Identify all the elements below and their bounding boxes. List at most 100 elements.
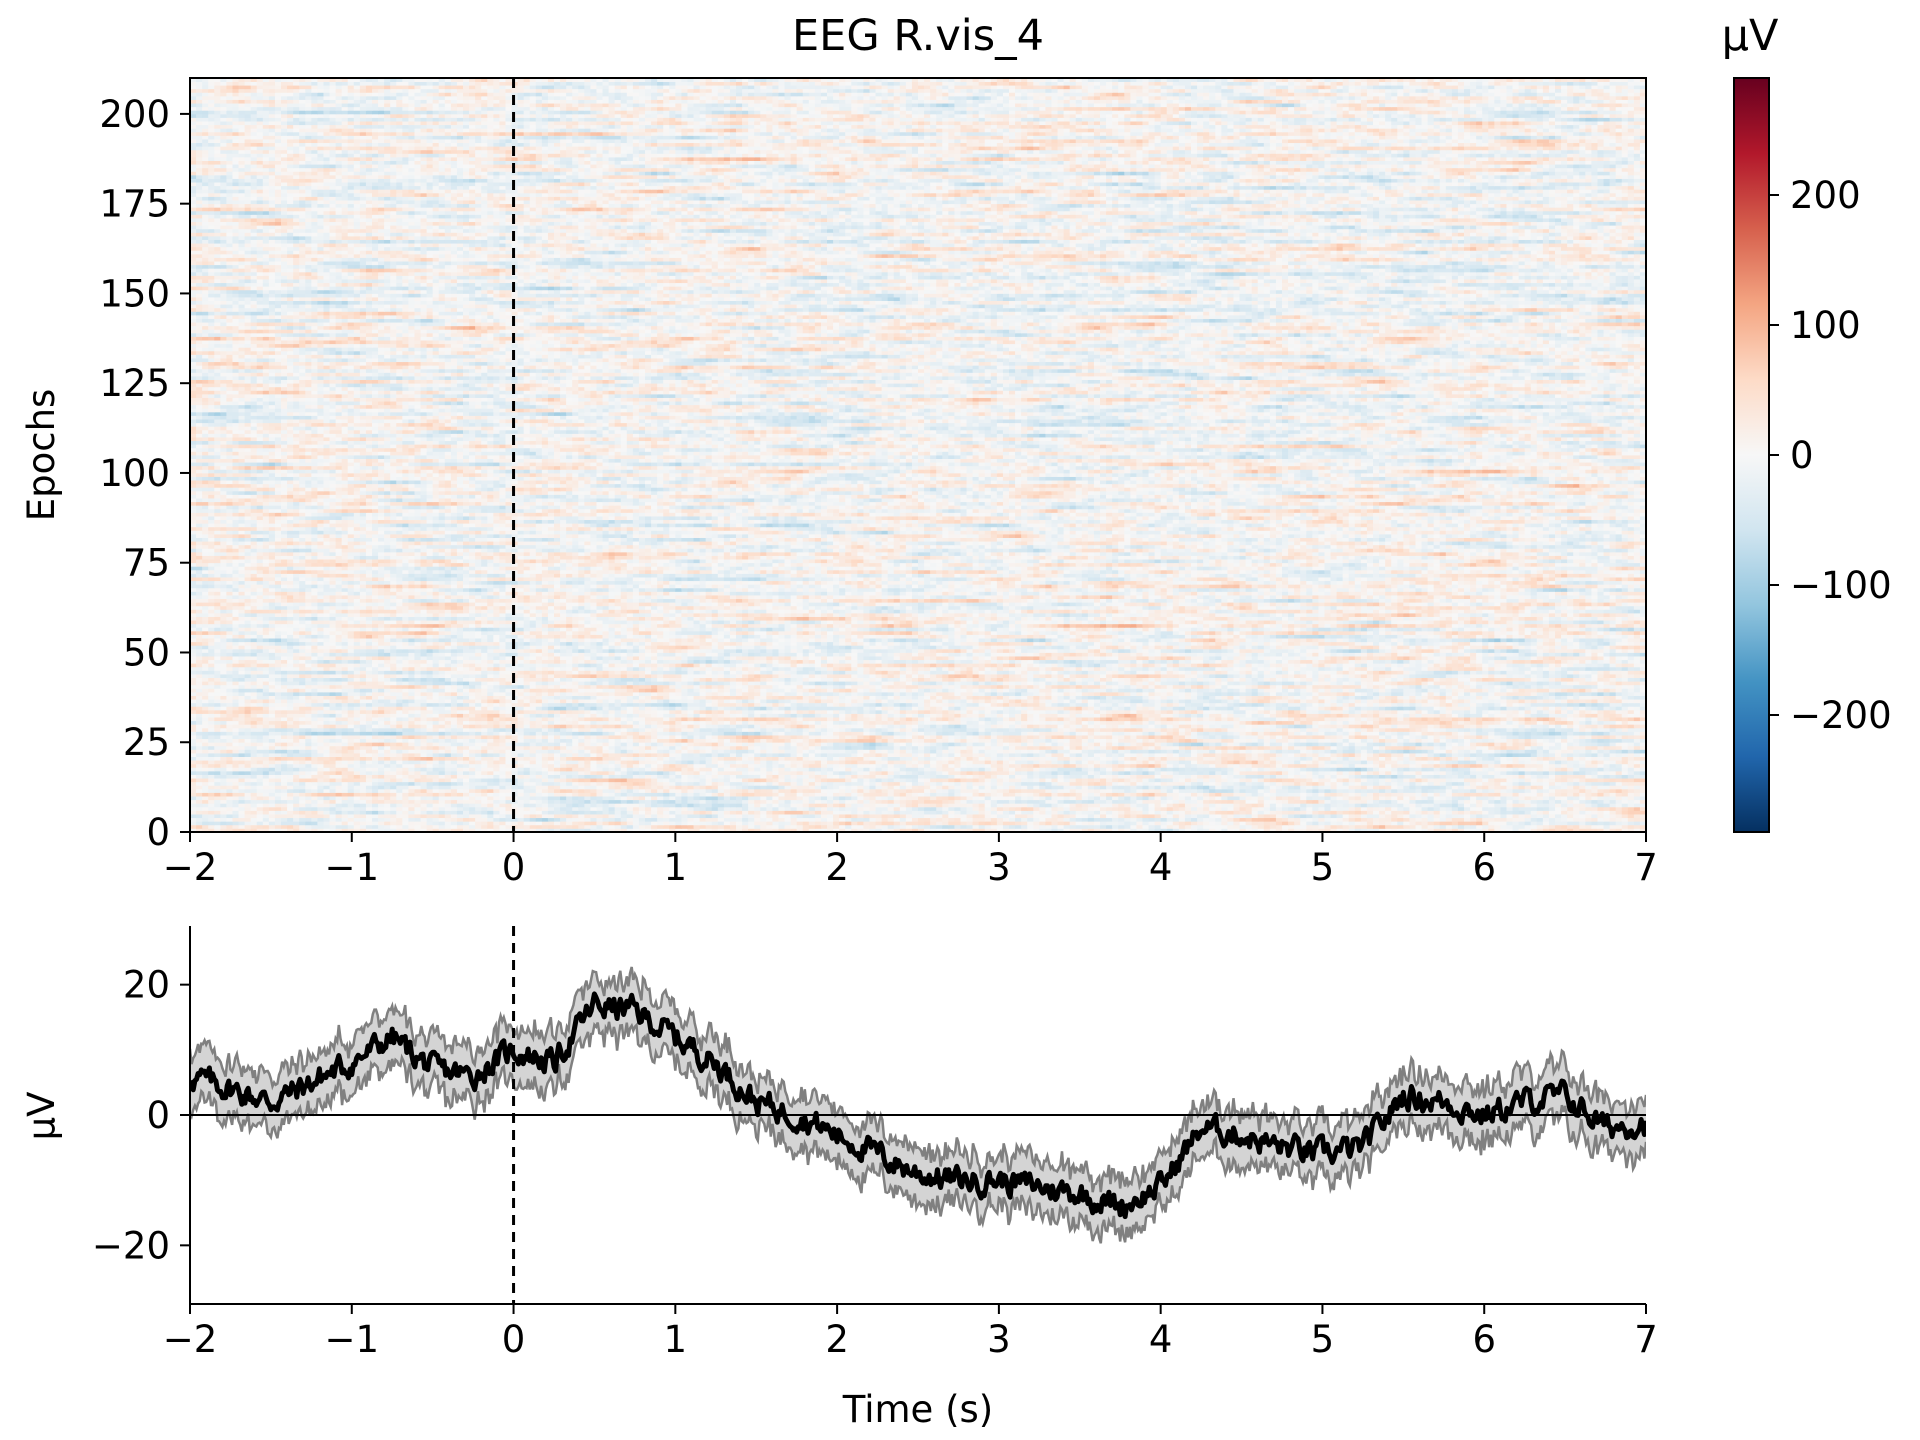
epoch-cell — [712, 807, 719, 811]
epoch-cell — [1604, 821, 1611, 825]
epoch-cell — [1258, 818, 1265, 822]
epoch-cell — [1009, 803, 1016, 807]
epoch-cell — [1088, 803, 1095, 807]
epoch-cell — [287, 803, 294, 807]
epoch-cell — [390, 810, 397, 814]
epoch-cell — [1076, 814, 1083, 818]
epoch-cell — [1506, 814, 1513, 818]
epoch-cell — [1106, 825, 1113, 829]
epoch-cell — [845, 810, 852, 814]
epoch-cell — [1476, 810, 1483, 814]
epoch-cell — [1058, 807, 1065, 811]
epoch-cell — [572, 825, 579, 829]
epoch-cell — [1076, 807, 1083, 811]
epoch-cell — [481, 810, 488, 814]
epoch-cell — [281, 818, 288, 822]
epoch-cell — [1452, 821, 1459, 825]
epoch-cell — [645, 825, 652, 829]
epoch-cell — [566, 821, 573, 825]
epoch-cell — [1179, 814, 1186, 818]
epoch-cell — [924, 825, 931, 829]
epoch-cell — [360, 814, 367, 818]
epoch-cell — [1464, 814, 1471, 818]
epoch-cell — [1136, 803, 1143, 807]
epoch-cell — [1440, 810, 1447, 814]
epoch-cell — [530, 807, 537, 811]
epoch-cell — [615, 800, 622, 804]
epoch-cell — [475, 803, 482, 807]
epoch-cell — [1161, 803, 1168, 807]
epoch-cell — [772, 821, 779, 825]
epoch-cell — [1324, 818, 1331, 822]
epoch-cell — [645, 818, 652, 822]
epoch-cell — [772, 807, 779, 811]
epoch-cell — [299, 825, 306, 829]
epoch-cell — [651, 803, 658, 807]
epoch-cell — [882, 807, 889, 811]
epoch-cell — [1112, 807, 1119, 811]
epoch-cell — [797, 803, 804, 807]
epoch-cell — [991, 807, 998, 811]
epoch-cell — [226, 807, 233, 811]
epoch-cell — [1039, 821, 1046, 825]
epoch-cell — [730, 807, 737, 811]
epoch-cell — [311, 814, 318, 818]
epoch-cell — [960, 821, 967, 825]
epoch-cell — [1282, 814, 1289, 818]
epoch-cell — [1076, 803, 1083, 807]
epoch-cell — [1179, 821, 1186, 825]
epoch-cell — [1276, 810, 1283, 814]
epoch-cell — [590, 800, 597, 804]
epoch-cell — [354, 803, 361, 807]
epoch-cell — [1179, 810, 1186, 814]
epoch-cell — [1434, 810, 1441, 814]
epoch-cell — [1422, 803, 1429, 807]
epoch-cell — [1252, 807, 1259, 811]
epoch-cell — [554, 803, 561, 807]
epoch-cell — [706, 821, 713, 825]
epoch-cell — [845, 803, 852, 807]
epoch-cell — [1136, 807, 1143, 811]
epoch-cell — [396, 821, 403, 825]
epoch-cell — [536, 818, 543, 822]
epoch-cell — [1415, 821, 1422, 825]
epoch-cell — [372, 800, 379, 804]
epoch-cell — [687, 810, 694, 814]
epoch-cell — [663, 800, 670, 804]
epoch-cell — [1628, 807, 1635, 811]
epoch-cell — [669, 821, 676, 825]
epoch-cell — [572, 821, 579, 825]
epoch-cell — [366, 807, 373, 811]
epoch-cell — [1058, 814, 1065, 818]
epoch-cell — [1136, 821, 1143, 825]
epoch-cell — [1288, 807, 1295, 811]
epoch-cell — [766, 818, 773, 822]
epoch-cell — [736, 814, 743, 818]
epoch-cell — [1385, 807, 1392, 811]
epoch-cell — [469, 810, 476, 814]
epoch-cell — [451, 807, 458, 811]
epoch-cell — [742, 810, 749, 814]
epoch-cell — [791, 803, 798, 807]
epoch-cell — [281, 821, 288, 825]
epoch-cell — [1373, 810, 1380, 814]
epoch-cell — [803, 818, 810, 822]
epoch-cell — [1585, 807, 1592, 811]
epoch-cell — [584, 825, 591, 829]
epoch-cell — [827, 807, 834, 811]
epoch-cell — [1440, 825, 1447, 829]
epoch-cell — [1391, 818, 1398, 822]
epoch-cell — [1573, 810, 1580, 814]
epoch-cell — [1106, 818, 1113, 822]
epoch-cell — [293, 821, 300, 825]
epoch-cell — [372, 825, 379, 829]
epoch-cell — [572, 814, 579, 818]
epoch-cell — [1628, 825, 1635, 829]
epoch-cell — [1519, 825, 1526, 829]
epoch-cell — [1173, 814, 1180, 818]
epoch-cell — [342, 803, 349, 807]
epoch-cell — [1343, 807, 1350, 811]
epoch-cell — [1331, 821, 1338, 825]
epoch-cell — [627, 807, 634, 811]
epoch-cell — [1464, 807, 1471, 811]
